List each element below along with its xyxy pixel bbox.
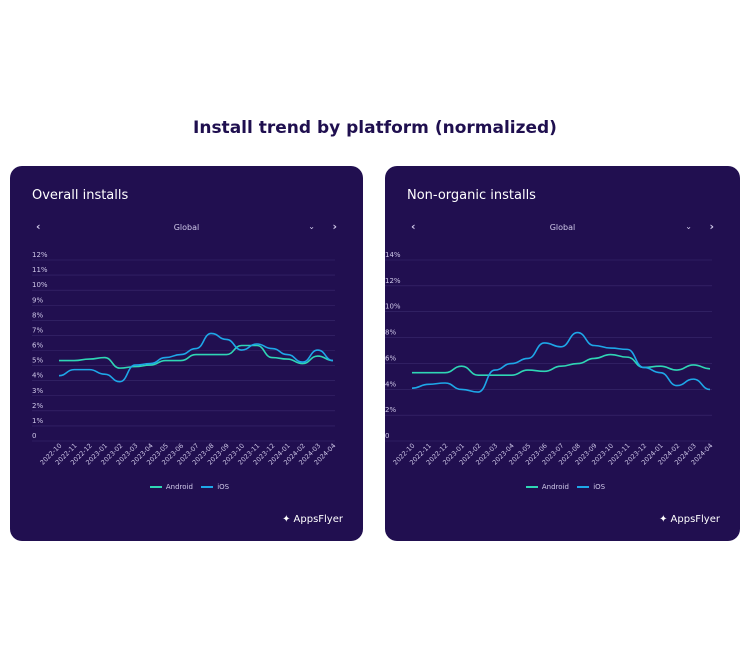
bird-icon: ✦ [659, 514, 668, 525]
series-line-android [412, 353, 711, 377]
legend: Android iOS [385, 483, 740, 491]
legend-swatch-android [525, 486, 538, 488]
series-line-ios [411, 331, 711, 393]
logo-text: AppsFlyer [670, 514, 720, 525]
y-tick-label: 12% [385, 277, 401, 285]
next-arrow-icon[interactable]: › [709, 220, 714, 233]
chart-non-organic: 02%4%6%8%10%12%14%2022-102022-112022-122… [385, 251, 714, 467]
appsflyer-logo: ✦ AppsFlyer [282, 514, 343, 525]
y-tick-label: 6% [385, 354, 396, 362]
y-tick-label: 11% [32, 266, 48, 274]
y-tick-label: 0 [385, 432, 389, 440]
legend-swatch-ios [201, 486, 214, 488]
legend-android[interactable]: Android [165, 483, 193, 491]
region-selector: Global ‹ ⌄ › [32, 220, 341, 236]
y-tick-label: 8% [385, 329, 396, 337]
page-title: Install trend by platform (normalized) [193, 118, 557, 138]
prev-arrow-icon[interactable]: ‹ [411, 220, 416, 233]
y-tick-label: 6% [32, 342, 43, 350]
y-tick-label: 10% [385, 303, 401, 311]
y-tick-label: 0 [32, 432, 36, 440]
card-title: Non-organic installs [407, 188, 536, 203]
legend-swatch-ios [577, 486, 590, 488]
y-tick-label: 4% [32, 372, 43, 380]
overall-installs-card: Overall installs Global ‹ ⌄ › 0 1% 2% 3% 4% 5… [10, 166, 363, 541]
legend-ios[interactable]: iOS [217, 483, 230, 491]
y-tick-label: 1% [32, 417, 43, 425]
y-tick-label: 14% [385, 251, 401, 259]
y-tick-label: 2% [32, 402, 43, 410]
legend: Android iOS [10, 483, 363, 491]
region-dropdown[interactable]: Global [549, 223, 576, 232]
next-arrow-icon[interactable]: › [332, 220, 337, 233]
logo-text: AppsFlyer [293, 514, 343, 525]
card-title: Overall installs [32, 188, 129, 203]
legend-swatch-android [149, 486, 162, 488]
prev-arrow-icon[interactable]: ‹ [36, 220, 41, 233]
y-tick-label: 10% [32, 281, 48, 289]
region-selector: Global ‹ ⌄ › [407, 220, 718, 236]
appsflyer-logo: ✦ AppsFlyer [659, 514, 720, 525]
y-tick-label: 2% [385, 406, 396, 414]
non-organic-installs-card: Non-organic installs Global ‹ ⌄ › 0 2% 4% 6… [385, 166, 740, 541]
bird-icon: ✦ [282, 514, 291, 525]
legend-android[interactable]: Android [541, 483, 569, 491]
chevron-down-icon[interactable]: ⌄ [685, 222, 692, 231]
y-tick-label: 12% [32, 251, 48, 259]
chart-overall: 01%2%3%4%5%6%7%8%9%10%11%12%2022-102022-… [32, 251, 337, 467]
chevron-down-icon[interactable]: ⌄ [308, 222, 315, 231]
y-tick-label: 8% [32, 311, 43, 319]
region-dropdown[interactable]: Global [173, 223, 200, 232]
y-tick-label: 3% [32, 387, 43, 395]
legend-ios[interactable]: iOS [593, 483, 606, 491]
y-tick-label: 7% [32, 326, 43, 334]
y-tick-label: 9% [32, 296, 43, 304]
y-tick-label: 4% [385, 380, 396, 388]
y-tick-label: 5% [32, 357, 43, 365]
